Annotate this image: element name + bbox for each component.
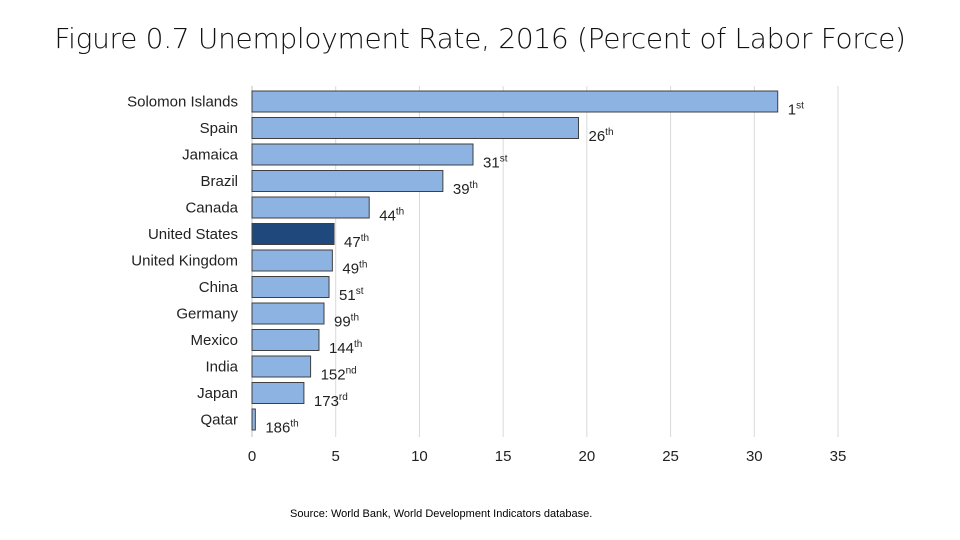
bar <box>251 408 256 431</box>
rank-label: 39th <box>453 180 478 198</box>
bar <box>251 117 579 139</box>
bar <box>251 382 305 404</box>
rank-labels: 1st 26th 31st 39th 44th 47th 49th 51st 99th 144th… <box>265 101 804 437</box>
category-label: India <box>205 359 238 376</box>
category-label: Spain <box>200 120 238 137</box>
category-label: Brazil <box>200 173 238 190</box>
rank-label: 152nd <box>321 366 357 384</box>
bar <box>251 249 333 272</box>
rank-label: 51st <box>339 286 364 304</box>
bar <box>251 170 444 192</box>
x-tick-label: 20 <box>579 448 596 465</box>
x-tick-label: 35 <box>830 448 847 465</box>
category-label: Solomon Islands <box>127 94 238 111</box>
bar <box>251 302 325 325</box>
category-label: Mexico <box>190 332 238 349</box>
rank-label: 47th <box>344 233 369 251</box>
category-label: Japan <box>197 385 238 402</box>
category-labels: Solomon Islands Spain Jamaica Brazil Canada U… <box>127 94 239 429</box>
rank-label: 26th <box>588 127 613 145</box>
category-label: China <box>199 279 239 296</box>
bar <box>251 196 370 219</box>
page-title: Figure 0.7 Unemployment Rate, 2016 (Perc… <box>54 22 906 55</box>
x-tick-label: 30 <box>746 448 763 465</box>
rank-label: 1st <box>788 101 804 119</box>
rank-label: 99th <box>334 313 359 331</box>
bar <box>251 223 335 245</box>
category-label: Germany <box>176 306 238 323</box>
x-tick-label: 0 <box>248 448 256 465</box>
x-tick-label: 25 <box>662 448 679 465</box>
x-tick-label: 15 <box>495 448 512 465</box>
rank-label: 31st <box>483 154 508 172</box>
rank-label: 49th <box>342 260 367 278</box>
source-note: Source: World Bank, World Development In… <box>290 508 593 520</box>
bars <box>251 90 779 431</box>
category-label: Qatar <box>200 412 238 429</box>
rank-label: 44th <box>379 207 404 225</box>
x-tick-label: 10 <box>411 448 428 465</box>
category-label: United States <box>148 226 238 243</box>
category-label: Canada <box>185 200 238 217</box>
rank-label: 186th <box>265 419 298 437</box>
bar <box>251 143 474 166</box>
x-axis-ticks: 0 5 10 15 20 25 30 35 <box>248 448 847 465</box>
bar <box>251 329 320 351</box>
category-label: United Kingdom <box>131 253 238 270</box>
bar <box>251 90 779 113</box>
x-tick-label: 5 <box>332 448 340 465</box>
bar <box>251 355 312 378</box>
category-label: Jamaica <box>182 147 239 164</box>
bar <box>251 276 330 298</box>
rank-label: 144th <box>329 339 362 357</box>
rank-label: 173rd <box>314 392 348 410</box>
